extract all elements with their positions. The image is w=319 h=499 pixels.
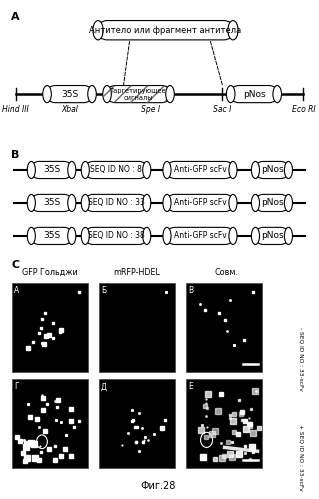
Text: 35S: 35S — [43, 199, 60, 208]
FancyBboxPatch shape — [85, 195, 147, 212]
Ellipse shape — [81, 161, 89, 179]
Ellipse shape — [27, 161, 35, 179]
Text: Таргетирующее
сигналы: Таргетирующее сигналы — [110, 88, 167, 101]
Bar — [99, 283, 175, 372]
Text: Фиг.28: Фиг.28 — [140, 481, 176, 491]
Text: Совм.: Совм. — [215, 268, 239, 277]
FancyBboxPatch shape — [107, 85, 170, 103]
Ellipse shape — [284, 161, 293, 179]
Text: Sac I: Sac I — [213, 105, 232, 114]
Ellipse shape — [68, 161, 76, 179]
FancyBboxPatch shape — [31, 161, 72, 179]
Bar — [186, 283, 262, 372]
Ellipse shape — [27, 228, 35, 245]
Ellipse shape — [68, 195, 76, 212]
Text: GFP Гольджи: GFP Гольджи — [22, 268, 78, 277]
FancyBboxPatch shape — [31, 228, 72, 245]
Text: - SEQ ID NO : 33-scFv: - SEQ ID NO : 33-scFv — [299, 327, 304, 391]
Ellipse shape — [143, 161, 151, 179]
Text: Anti-GFP scFv: Anti-GFP scFv — [174, 199, 226, 208]
Text: pNos: pNos — [261, 232, 283, 241]
Text: Hind III: Hind III — [2, 105, 29, 114]
Ellipse shape — [228, 20, 238, 40]
Text: SEQ ID NO : 8: SEQ ID NO : 8 — [90, 166, 142, 175]
FancyBboxPatch shape — [31, 195, 72, 212]
Text: 35S: 35S — [43, 232, 60, 241]
Text: B: B — [11, 150, 19, 160]
Ellipse shape — [93, 20, 103, 40]
Text: Б: Б — [101, 286, 106, 295]
Text: Антитело или фрагмент антитела: Антитело или фрагмент антитела — [89, 26, 241, 35]
Text: Anti-GFP scFv: Anti-GFP scFv — [174, 166, 226, 175]
Text: C: C — [11, 260, 19, 270]
Bar — [12, 379, 88, 468]
FancyBboxPatch shape — [256, 228, 288, 245]
Bar — [99, 379, 175, 468]
Ellipse shape — [229, 161, 237, 179]
Text: Г: Г — [14, 382, 19, 391]
Ellipse shape — [284, 195, 293, 212]
FancyBboxPatch shape — [231, 85, 277, 103]
Text: XbaI: XbaI — [61, 105, 78, 114]
Ellipse shape — [27, 195, 35, 212]
Text: pNos: pNos — [261, 199, 283, 208]
Ellipse shape — [251, 228, 260, 245]
FancyBboxPatch shape — [47, 85, 92, 103]
Ellipse shape — [229, 228, 237, 245]
FancyBboxPatch shape — [256, 195, 288, 212]
Text: pNos: pNos — [243, 90, 265, 99]
Ellipse shape — [284, 228, 293, 245]
Text: A: A — [11, 11, 20, 21]
Text: 35S: 35S — [61, 90, 78, 99]
FancyBboxPatch shape — [167, 161, 233, 179]
Ellipse shape — [163, 161, 171, 179]
Ellipse shape — [273, 85, 281, 103]
Text: mRFP-HDEL: mRFP-HDEL — [114, 268, 160, 277]
FancyBboxPatch shape — [98, 20, 233, 40]
Ellipse shape — [163, 195, 171, 212]
Ellipse shape — [43, 85, 51, 103]
FancyBboxPatch shape — [85, 228, 147, 245]
FancyBboxPatch shape — [85, 161, 147, 179]
Ellipse shape — [68, 228, 76, 245]
Text: Spe I: Spe I — [141, 105, 160, 114]
Ellipse shape — [229, 195, 237, 212]
Ellipse shape — [143, 195, 151, 212]
Text: В: В — [188, 286, 193, 295]
Text: SEQ ID NO : 33: SEQ ID NO : 33 — [88, 199, 145, 208]
Bar — [12, 283, 88, 372]
Text: Е: Е — [188, 382, 193, 391]
Text: А: А — [14, 286, 19, 295]
Text: SEQ ID NO : 38: SEQ ID NO : 38 — [88, 232, 145, 241]
Ellipse shape — [81, 195, 89, 212]
Ellipse shape — [251, 161, 260, 179]
Text: pNos: pNos — [261, 166, 283, 175]
Text: + SEQ ID NO : 33-scFv: + SEQ ID NO : 33-scFv — [299, 424, 304, 491]
Ellipse shape — [103, 85, 111, 103]
Ellipse shape — [88, 85, 96, 103]
Ellipse shape — [166, 85, 174, 103]
Ellipse shape — [251, 195, 260, 212]
FancyBboxPatch shape — [256, 161, 288, 179]
FancyBboxPatch shape — [167, 228, 233, 245]
FancyBboxPatch shape — [167, 195, 233, 212]
Bar — [186, 379, 262, 468]
Ellipse shape — [226, 85, 235, 103]
Text: 35S: 35S — [43, 166, 60, 175]
Ellipse shape — [143, 228, 151, 245]
Text: Eco RI: Eco RI — [292, 105, 315, 114]
Ellipse shape — [81, 228, 89, 245]
Text: Д: Д — [101, 382, 107, 391]
Ellipse shape — [163, 228, 171, 245]
Text: Anti-GFP scFv: Anti-GFP scFv — [174, 232, 226, 241]
